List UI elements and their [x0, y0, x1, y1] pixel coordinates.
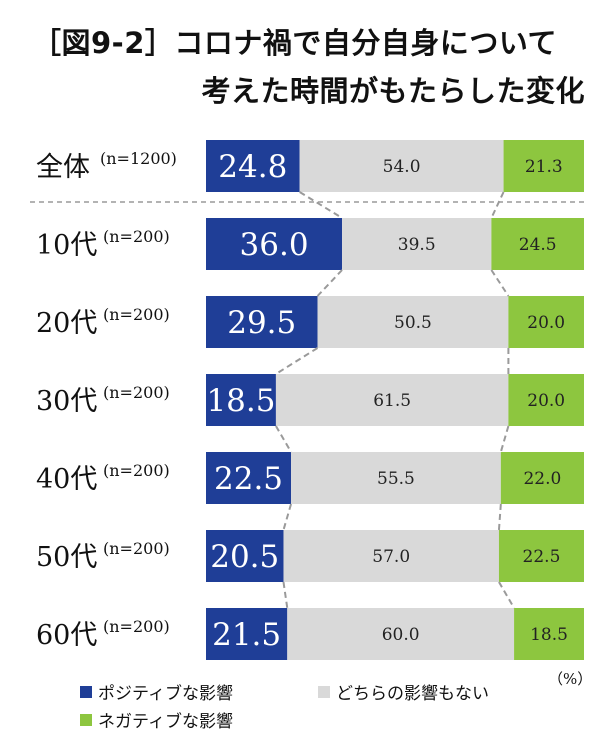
connector-line: [490, 191, 505, 219]
data-label-negative: 21.3: [525, 157, 563, 177]
legend-label-positive: ポジティブな影響: [98, 684, 233, 704]
category-label: 40代: [36, 464, 97, 495]
connector-line: [490, 269, 510, 297]
bar-neutral: [287, 608, 515, 660]
data-label-positive: 29.5: [227, 305, 296, 341]
bar-negative: [508, 296, 584, 348]
bar-negative: [498, 530, 584, 582]
data-label-negative: 24.5: [519, 235, 557, 255]
data-label-positive: 18.5: [206, 383, 275, 419]
data-label-positive: 36.0: [240, 227, 309, 263]
connector-line: [299, 191, 343, 219]
legend-item-positive: ポジティブな影響: [80, 679, 233, 704]
category-label: 50代: [36, 542, 97, 573]
category-n-label: (n=200): [103, 617, 170, 636]
legend-swatch-positive: [80, 685, 92, 698]
bar-positive: [206, 218, 343, 270]
legend-item-neutral: どちらの影響もない: [318, 679, 489, 704]
category-label: 全体: [36, 152, 90, 183]
connector-line: [275, 347, 319, 375]
category-n-label: (n=200): [103, 383, 170, 402]
connector-line: [282, 581, 289, 609]
data-label-positive: 21.5: [212, 617, 281, 653]
bar-neutral: [342, 218, 492, 270]
bar-negative: [503, 140, 584, 192]
category-n-label: (n=1200): [100, 149, 177, 168]
connector-line: [497, 503, 502, 531]
bar-positive: [206, 140, 300, 192]
bar-neutral: [283, 530, 499, 582]
connector-line: [499, 425, 510, 453]
data-label-neutral: 54.0: [383, 157, 421, 177]
bar-negative: [500, 452, 584, 504]
data-label-negative: 20.0: [527, 313, 565, 333]
data-label-neutral: 55.5: [377, 469, 415, 489]
category-label: 20代: [36, 308, 97, 339]
chart-title-line1: ［図9-2］コロナ禍で自分自身について: [32, 26, 558, 60]
category-label: 60代: [36, 620, 97, 651]
bar-neutral: [291, 452, 501, 504]
data-label-neutral: 57.0: [372, 547, 410, 567]
bar-negative: [491, 218, 584, 270]
data-label-neutral: 61.5: [373, 391, 411, 411]
data-label-neutral: 39.5: [398, 235, 436, 255]
category-n-label: (n=200): [103, 305, 170, 324]
bar-neutral: [275, 374, 509, 426]
data-label-positive: 24.8: [218, 149, 287, 185]
data-label-positive: 20.5: [210, 539, 279, 575]
chart-title-line2: 考えた時間がもたらした変化: [201, 74, 585, 108]
data-label-negative: 20.0: [527, 391, 565, 411]
connector-line: [275, 425, 292, 453]
category-n-label: (n=200): [103, 461, 170, 480]
legend-swatch-neutral: [318, 685, 330, 698]
data-label-negative: 22.0: [523, 469, 561, 489]
bar-positive: [206, 608, 288, 660]
legend-swatch-negative: [80, 713, 92, 726]
bar-positive: [206, 296, 318, 348]
legend-label-neutral: どちらの影響もない: [336, 684, 489, 704]
bar-neutral: [299, 140, 504, 192]
bar-positive: [206, 452, 292, 504]
category-n-label: (n=200): [103, 227, 170, 246]
category-label: 30代: [36, 386, 97, 417]
bar-negative: [508, 374, 584, 426]
bar-positive: [206, 374, 276, 426]
bar-positive: [206, 530, 284, 582]
data-label-negative: 18.5: [530, 625, 568, 645]
connector-line: [316, 269, 343, 297]
data-label-neutral: 50.5: [394, 313, 432, 333]
legend-label-negative: ネガティブな影響: [98, 712, 233, 732]
bar-neutral: [317, 296, 509, 348]
unit-label: （%）: [548, 670, 593, 688]
bar-negative: [514, 608, 584, 660]
connector-line: [282, 503, 293, 531]
data-label-negative: 22.5: [523, 547, 561, 567]
category-label: 10代: [36, 230, 97, 261]
category-n-label: (n=200): [103, 539, 170, 558]
data-label-positive: 22.5: [214, 461, 283, 497]
connector-line: [498, 581, 515, 609]
legend-item-negative: ネガティブな影響: [80, 707, 233, 732]
data-label-neutral: 60.0: [382, 625, 420, 645]
